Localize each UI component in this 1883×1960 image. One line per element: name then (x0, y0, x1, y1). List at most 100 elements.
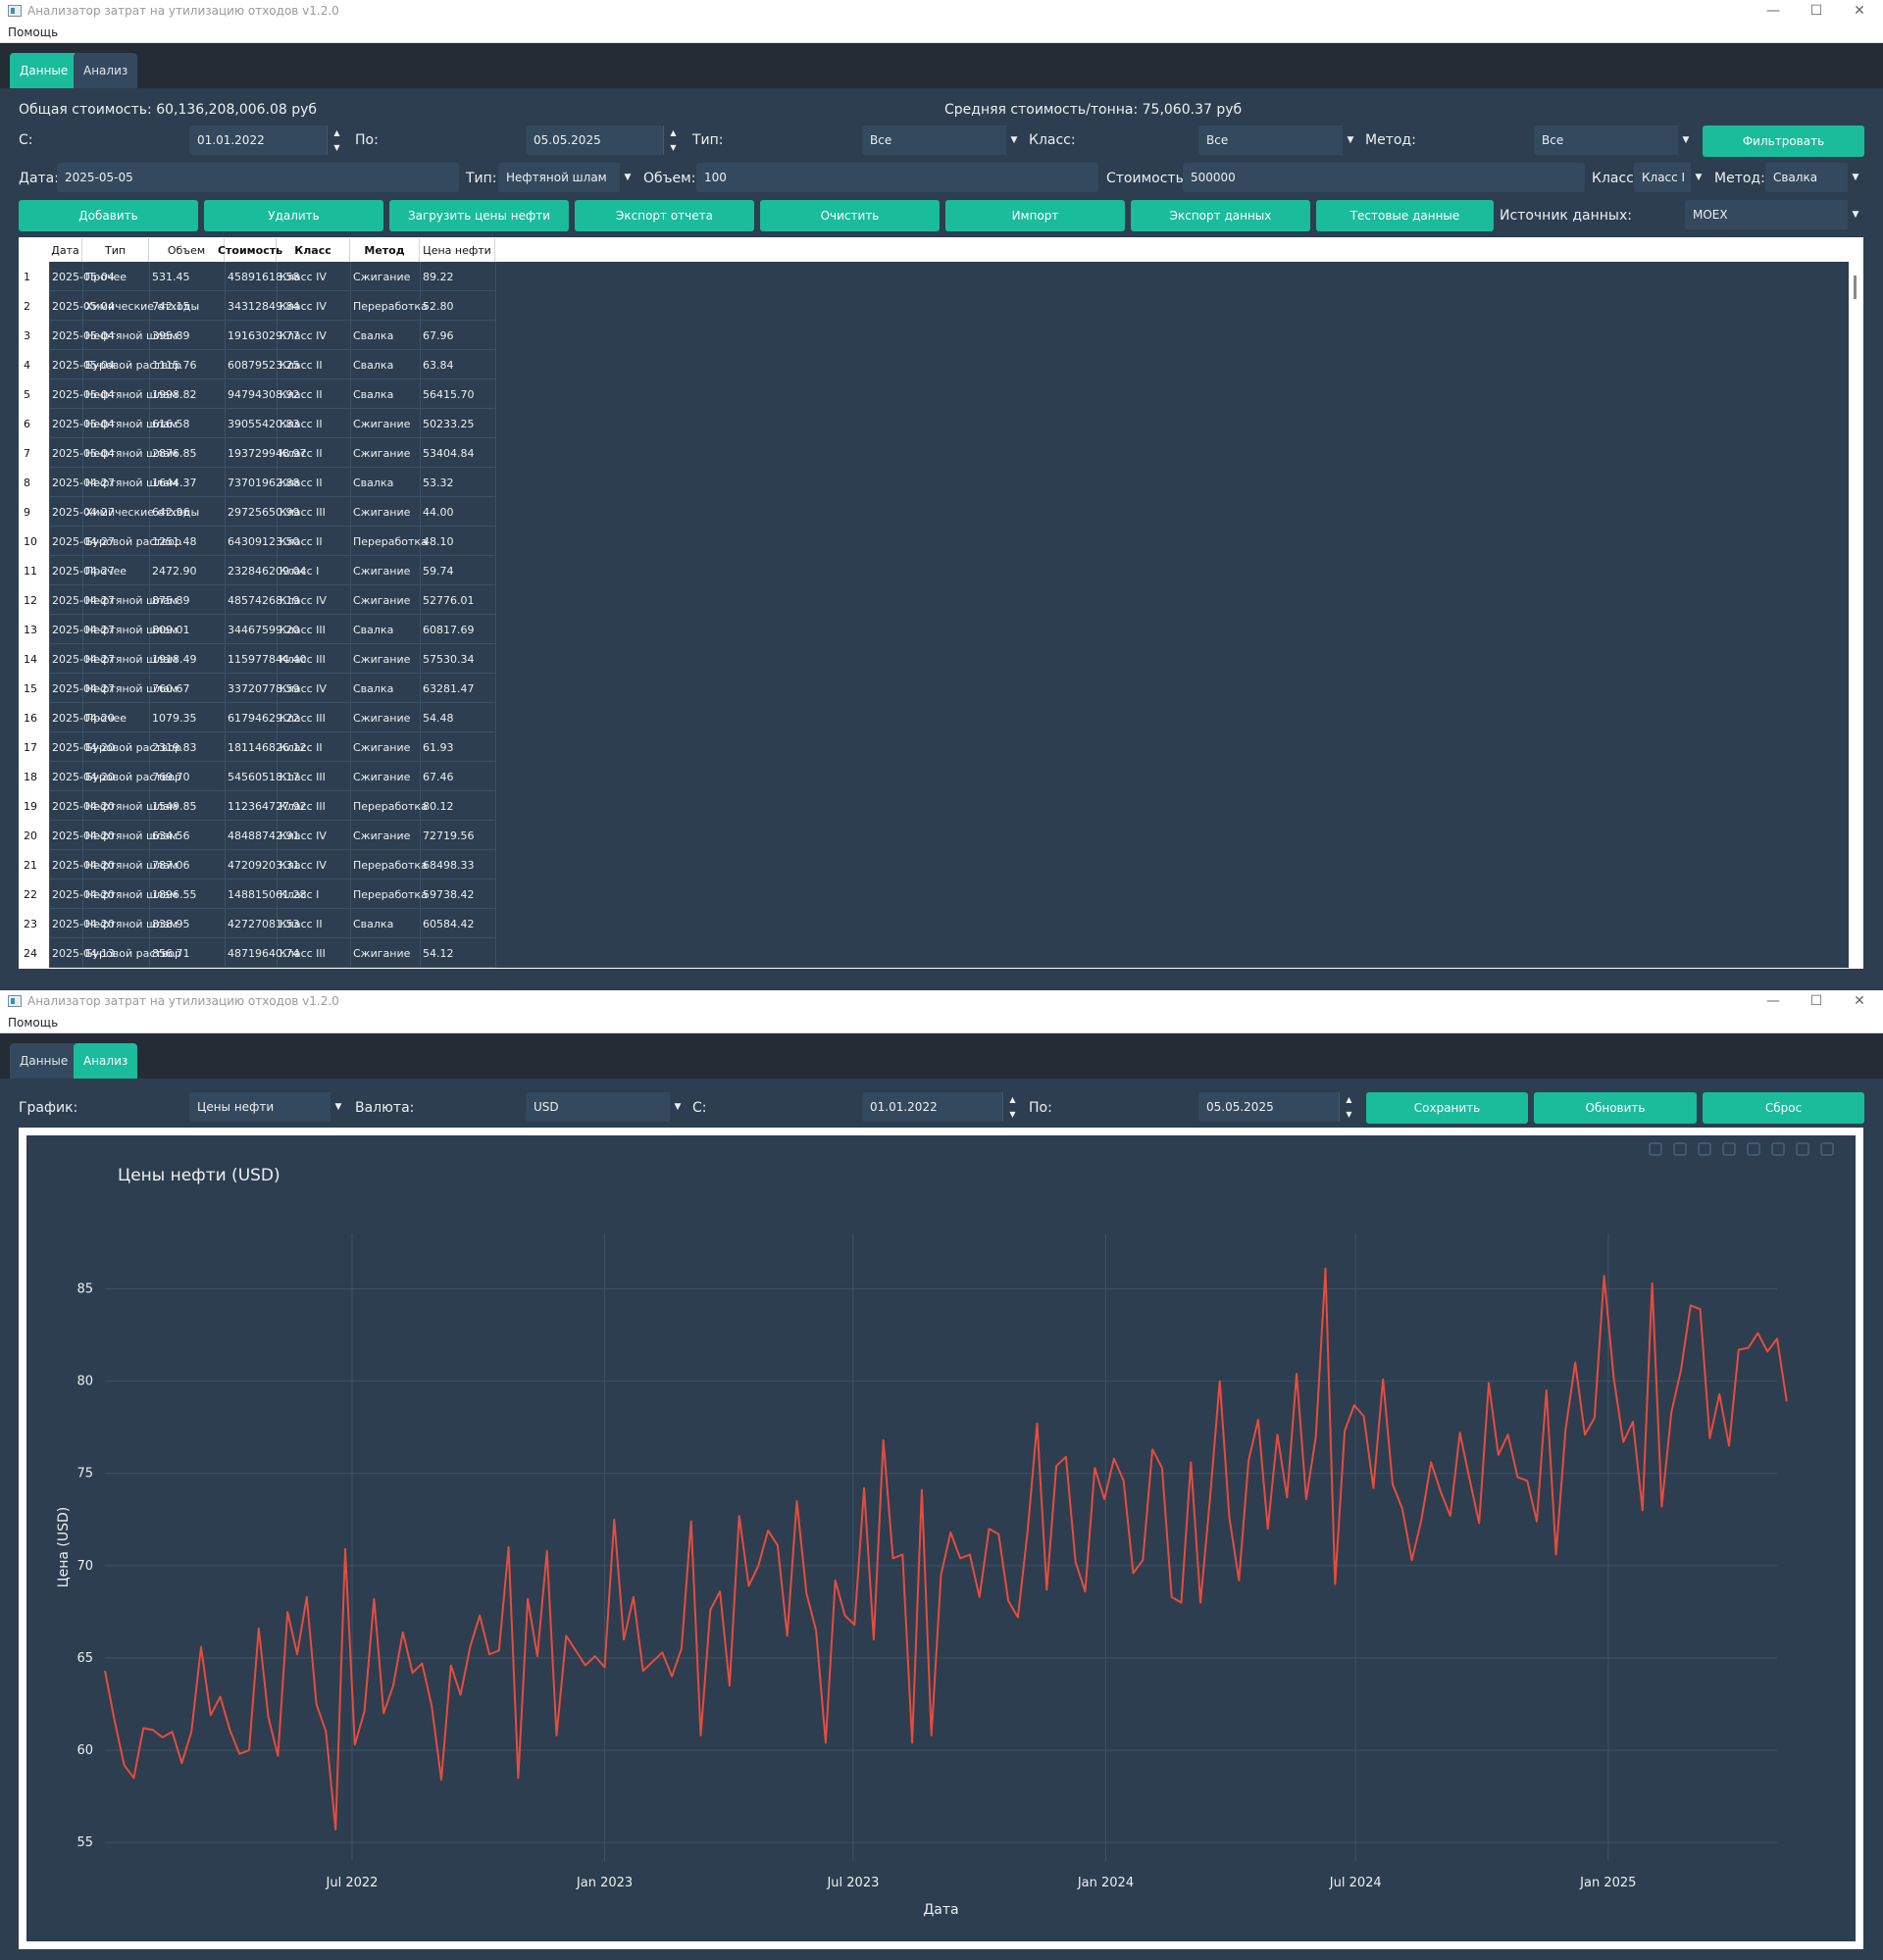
table-cell-cost[interactable]: 19163029.77 (228, 328, 300, 342)
table-cell-type[interactable]: Нефтяной шлам (85, 799, 178, 813)
table-cell-class[interactable]: Класс IV (280, 299, 327, 313)
analysis-to-input[interactable]: 05.05.2025 ▲ ▼ (1198, 1092, 1358, 1122)
table-cell-cost[interactable]: 34467599.20 (228, 623, 300, 636)
spin-down-icon[interactable]: ▼ (663, 140, 683, 155)
table-cell-volume[interactable]: 856.71 (152, 946, 190, 960)
table-cell-class[interactable]: Класс III (280, 799, 326, 813)
table-cell-date[interactable]: 2025-04-27 (52, 652, 115, 666)
clear-button[interactable]: Очистить (760, 200, 940, 231)
method-select[interactable]: Свалка ▼ (1765, 163, 1863, 192)
table-cell-volume[interactable]: 2319.83 (152, 740, 197, 754)
table-cell-method[interactable]: Свалка (353, 328, 394, 342)
minimize-icon[interactable]: — (1766, 993, 1780, 1009)
row-number[interactable]: 23 (24, 917, 37, 930)
table-cell-type[interactable]: Нефтяной шлам (85, 387, 178, 401)
analysis-to-spinner[interactable]: ▲ ▼ (1339, 1092, 1358, 1122)
table-cell-type[interactable]: Нефтяной шлам (85, 417, 178, 430)
chevron-down-icon[interactable]: ▼ (670, 1092, 686, 1122)
table-cell-cost[interactable]: 54560518.17 (228, 770, 300, 783)
table-cell-class[interactable]: Класс II (280, 446, 323, 460)
table-cell-date[interactable]: 2025-04-27 (52, 476, 115, 489)
table-cell-cost[interactable]: 148815061.28 (228, 887, 307, 901)
table-cell-date[interactable]: 2025-05-04 (52, 387, 115, 401)
spin-down-icon[interactable]: ▼ (1002, 1107, 1022, 1122)
zoom-in-icon[interactable] (1722, 1142, 1736, 1156)
table-cell-oil-price[interactable]: 57530.34 (423, 652, 475, 666)
vertical-scrollbar[interactable] (1849, 262, 1862, 968)
table-cell-date[interactable]: 2025-04-20 (52, 799, 115, 813)
table-cell-method[interactable]: Свалка (353, 358, 394, 372)
table-cell-volume[interactable]: 2876.85 (152, 446, 197, 460)
table-cell-class[interactable]: Класс III (280, 711, 326, 725)
table-cell-date[interactable]: 2025-05-04 (52, 299, 115, 313)
tab-data[interactable]: Данные (10, 53, 78, 88)
table-cell-method[interactable]: Сжигание (353, 652, 411, 666)
class-select[interactable]: Класс I ▼ (1634, 163, 1706, 192)
export-data-button[interactable]: Экспорт данных (1131, 200, 1310, 231)
table-cell-cost[interactable]: 193729948.97 (228, 446, 307, 460)
row-number[interactable]: 13 (24, 623, 37, 636)
table-cell-cost[interactable]: 48719640.74 (228, 946, 300, 960)
maximize-icon[interactable]: ☐ (1809, 3, 1823, 19)
table-cell-method[interactable]: Сжигание (353, 770, 411, 783)
oil-price-line[interactable] (104, 1267, 1788, 1831)
import-button[interactable]: Импорт (945, 200, 1125, 231)
table-cell-cost[interactable]: 29725650.99 (228, 505, 300, 519)
reset-button[interactable]: Сброс (1703, 1092, 1864, 1124)
table-cell-type[interactable]: Буровой раствор (85, 770, 182, 783)
table-cell-class[interactable]: Класс II (280, 387, 323, 401)
table-cell-volume[interactable]: 769.70 (152, 770, 190, 783)
delete-button[interactable]: Удалить (204, 200, 383, 231)
table-cell-cost[interactable]: 39055420.83 (228, 417, 300, 430)
table-cell-type[interactable]: Нефтяной шлам (85, 623, 178, 636)
table-cell-volume[interactable]: 1251.48 (152, 534, 197, 548)
row-number[interactable]: 3 (24, 328, 30, 342)
row-number[interactable]: 22 (24, 887, 37, 901)
row-number[interactable]: 21 (24, 858, 37, 872)
date-input[interactable]: 2025-05-05 (57, 163, 459, 192)
table-cell-volume[interactable]: 531.45 (152, 270, 190, 283)
spin-up-icon[interactable]: ▲ (327, 126, 346, 140)
table-cell-cost[interactable]: 48488742.91 (228, 829, 300, 842)
table-cell-oil-price[interactable]: 60817.69 (423, 623, 475, 636)
table-cell-class[interactable]: Класс III (280, 652, 326, 666)
table-cell-date[interactable]: 2025-05-04 (52, 417, 115, 430)
table-cell-oil-price[interactable]: 54.12 (423, 946, 454, 960)
table-cell-volume[interactable]: 1896.55 (152, 887, 197, 901)
type-filter-select[interactable]: Все ▼ (862, 126, 1022, 155)
table-cell-oil-price[interactable]: 63.84 (423, 358, 454, 372)
table-cell-type[interactable]: Нефтяной шлам (85, 681, 178, 695)
table-cell-class[interactable]: Класс III (280, 505, 326, 519)
table-cell-method[interactable]: Свалка (353, 917, 394, 930)
table-cell-cost[interactable]: 42727081.53 (228, 917, 300, 930)
chevron-down-icon[interactable]: ▼ (1678, 126, 1694, 155)
row-number[interactable]: 18 (24, 770, 37, 783)
table-cell-class[interactable]: Класс II (280, 417, 323, 430)
table-cell-volume[interactable]: 616.58 (152, 417, 190, 430)
table-cell-volume[interactable]: 2472.90 (152, 564, 197, 578)
table-cell-cost[interactable]: 48574268.19 (228, 593, 300, 607)
minimize-icon[interactable]: — (1766, 3, 1780, 19)
zoom-out-icon[interactable] (1747, 1142, 1760, 1156)
column-header-cost[interactable]: Стоимость (218, 238, 282, 262)
table-cell-type[interactable]: Нефтяной шлам (85, 887, 178, 901)
add-button[interactable]: Добавить (19, 200, 198, 231)
row-number[interactable]: 11 (24, 564, 37, 578)
table-cell-method[interactable]: Сжигание (353, 593, 411, 607)
table-cell-date[interactable]: 2025-04-13 (52, 946, 115, 960)
close-icon[interactable]: ✕ (1854, 993, 1865, 1009)
row-number[interactable]: 5 (24, 387, 30, 401)
table-cell-class[interactable]: Класс IV (280, 328, 327, 342)
table-cell-type[interactable]: Прочее (85, 564, 127, 578)
column-header-type[interactable]: Тип (82, 238, 149, 262)
export-report-button[interactable]: Экспорт отчета (575, 200, 754, 231)
table-cell-method[interactable]: Свалка (353, 623, 394, 636)
table-cell-oil-price[interactable]: 61.93 (423, 740, 454, 754)
refresh-button[interactable]: Обновить (1534, 1092, 1697, 1124)
table-cell-oil-price[interactable]: 44.00 (423, 505, 454, 519)
autoscale-icon[interactable] (1771, 1142, 1785, 1156)
table-cell-class[interactable]: Класс IV (280, 858, 327, 872)
volume-input[interactable]: 100 (696, 163, 1098, 192)
table-cell-type[interactable]: Прочее (85, 711, 127, 725)
spin-up-icon[interactable]: ▲ (1339, 1092, 1358, 1107)
